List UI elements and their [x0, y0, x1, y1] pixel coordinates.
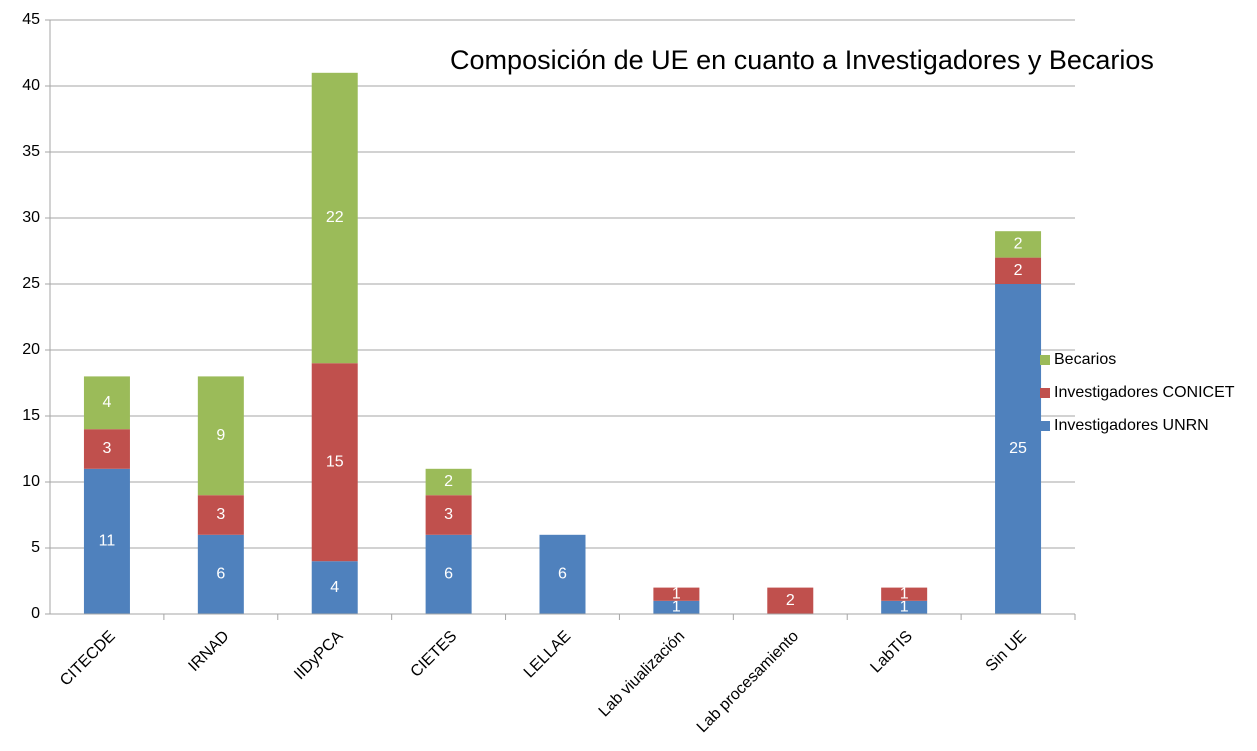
bar-segment: [197, 534, 244, 614]
bar-segment: [311, 363, 358, 562]
bar-segment: [995, 231, 1042, 258]
bar-segment: [767, 587, 814, 614]
bar-segment: [83, 468, 130, 614]
data-label: 25: [1009, 440, 1027, 457]
legend-label: Investigadores CONICET: [1054, 384, 1235, 401]
y-tick-label: 0: [31, 605, 40, 622]
data-label: 2: [1014, 236, 1023, 253]
bar-segment: [197, 495, 244, 535]
bar-segment: [425, 534, 472, 614]
bar-segment: [83, 376, 130, 430]
bar-segment: [881, 600, 928, 614]
bar-segment: [425, 495, 472, 535]
data-label: 1: [672, 585, 681, 602]
data-label: 4: [330, 579, 339, 596]
y-tick-label: 45: [22, 11, 40, 28]
chart-title: Composición de UE en cuanto a Investigad…: [450, 45, 1154, 75]
bar-segment: [311, 561, 358, 614]
data-label: 6: [216, 566, 225, 583]
x-tick-label: IIDyPCA: [291, 628, 347, 684]
data-label: 15: [326, 453, 344, 470]
data-label: 9: [216, 427, 225, 444]
x-tick-label: CIETES: [408, 628, 461, 681]
bar-segment: [653, 600, 700, 614]
y-tick-label: 10: [22, 473, 40, 490]
y-tick-label: 20: [22, 341, 40, 358]
data-label: 4: [102, 394, 111, 411]
data-label: 1: [672, 599, 681, 616]
data-label: 3: [444, 506, 453, 523]
bar-segment: [197, 376, 244, 496]
x-tick-label: IRNAD: [185, 628, 232, 675]
y-tick-label: 30: [22, 209, 40, 226]
legend-label: Investigadores UNRN: [1054, 417, 1209, 434]
data-label: 3: [216, 506, 225, 523]
data-label: 2: [786, 592, 795, 609]
data-label: 1: [900, 599, 909, 616]
legend-swatch: [1040, 421, 1050, 431]
legend-label: Becarios: [1054, 351, 1116, 368]
legend-swatch: [1040, 355, 1050, 365]
data-label: 2: [1014, 262, 1023, 279]
x-tick-label: LELLAE: [521, 628, 575, 682]
data-label: 3: [102, 440, 111, 457]
x-tick-label: Sin UE: [983, 628, 1030, 675]
data-label: 6: [444, 566, 453, 583]
bar-segment: [425, 468, 472, 496]
y-tick-label: 40: [22, 77, 40, 94]
bar-segment: [83, 429, 130, 469]
x-tick-label: LabTIS: [867, 628, 916, 677]
x-tick-label: Lab viualización: [596, 628, 689, 721]
x-tick-label: CITECDE: [57, 628, 119, 690]
bar-segment: [311, 72, 358, 364]
x-tick-label: Lab procesamiento: [694, 628, 802, 736]
bar-segment: [539, 534, 586, 614]
bar-segment: [995, 257, 1042, 284]
data-label: 2: [444, 473, 453, 490]
y-tick-label: 15: [22, 407, 40, 424]
data-label: 1: [900, 585, 909, 602]
bar-segment: [653, 587, 700, 601]
legend-swatch: [1040, 388, 1050, 398]
y-tick-label: 25: [22, 275, 40, 292]
data-label: 11: [99, 533, 116, 550]
y-tick-label: 35: [22, 143, 40, 160]
data-label: 6: [558, 566, 567, 583]
bar-segment: [881, 587, 928, 601]
data-label: 22: [326, 209, 344, 226]
y-tick-label: 5: [31, 539, 40, 556]
bar-segment: [995, 284, 1042, 614]
